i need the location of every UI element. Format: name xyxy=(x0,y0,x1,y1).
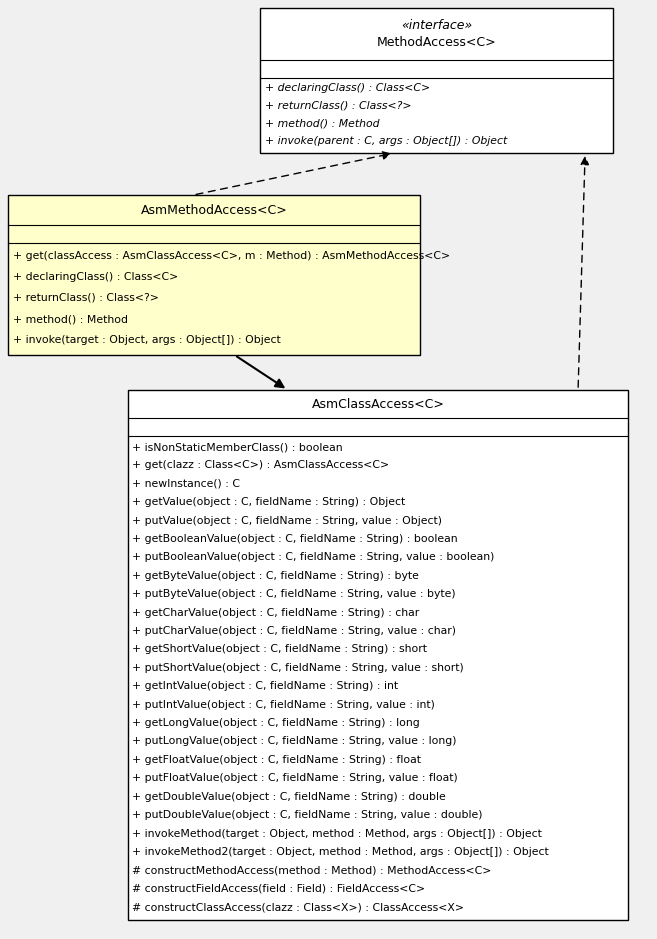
Text: + putShortValue(object : C, fieldName : String, value : short): + putShortValue(object : C, fieldName : … xyxy=(133,663,464,673)
Text: + returnClass() : Class<?>: + returnClass() : Class<?> xyxy=(12,293,158,303)
Text: + getDoubleValue(object : C, fieldName : String) : double: + getDoubleValue(object : C, fieldName :… xyxy=(133,792,446,802)
Text: + getFloatValue(object : C, fieldName : String) : float: + getFloatValue(object : C, fieldName : … xyxy=(133,755,422,765)
Text: + getLongValue(object : C, fieldName : String) : long: + getLongValue(object : C, fieldName : S… xyxy=(133,718,420,728)
Text: AsmMethodAccess<C>: AsmMethodAccess<C> xyxy=(141,204,287,217)
Text: + isNonStaticMemberClass() : boolean: + isNonStaticMemberClass() : boolean xyxy=(133,442,343,452)
Text: + declaringClass() : Class<C>: + declaringClass() : Class<C> xyxy=(265,84,430,94)
Text: + getCharValue(object : C, fieldName : String) : char: + getCharValue(object : C, fieldName : S… xyxy=(133,608,420,618)
Text: + invoke(target : Object, args : Object[]) : Object: + invoke(target : Object, args : Object[… xyxy=(12,335,281,346)
Text: + putDoubleValue(object : C, fieldName : String, value : double): + putDoubleValue(object : C, fieldName :… xyxy=(133,810,483,820)
Text: # constructFieldAccess(field : Field) : FieldAccess<C>: # constructFieldAccess(field : Field) : … xyxy=(133,884,426,894)
Text: + invoke(parent : C, args : Object[]) : Object: + invoke(parent : C, args : Object[]) : … xyxy=(265,136,507,146)
Bar xyxy=(127,390,628,920)
Text: «interface»: «interface» xyxy=(401,19,472,32)
Text: + putCharValue(object : C, fieldName : String, value : char): + putCharValue(object : C, fieldName : S… xyxy=(133,626,457,636)
Text: # constructClassAccess(clazz : Class<X>) : ClassAccess<X>: # constructClassAccess(clazz : Class<X>)… xyxy=(133,902,464,912)
Text: + getByteValue(object : C, fieldName : String) : byte: + getByteValue(object : C, fieldName : S… xyxy=(133,571,419,581)
Text: + getValue(object : C, fieldName : String) : Object: + getValue(object : C, fieldName : Strin… xyxy=(133,498,406,507)
Text: + putFloatValue(object : C, fieldName : String, value : float): + putFloatValue(object : C, fieldName : … xyxy=(133,774,458,783)
Text: + get(clazz : Class<C>) : AsmClassAccess<C>: + get(clazz : Class<C>) : AsmClassAccess… xyxy=(133,460,390,470)
Text: + invokeMethod(target : Object, method : Method, args : Object[]) : Object: + invokeMethod(target : Object, method :… xyxy=(133,828,543,839)
Text: + method() : Method: + method() : Method xyxy=(265,118,380,129)
Text: + putValue(object : C, fieldName : String, value : Object): + putValue(object : C, fieldName : Strin… xyxy=(133,516,443,526)
Bar xyxy=(260,8,614,153)
Text: AsmClassAccess<C>: AsmClassAccess<C> xyxy=(311,397,444,410)
Text: + method() : Method: + method() : Method xyxy=(12,314,127,324)
Text: + declaringClass() : Class<C>: + declaringClass() : Class<C> xyxy=(12,271,178,282)
Text: + invokeMethod2(target : Object, method : Method, args : Object[]) : Object: + invokeMethod2(target : Object, method … xyxy=(133,847,549,857)
Text: + putIntValue(object : C, fieldName : String, value : int): + putIntValue(object : C, fieldName : St… xyxy=(133,700,436,710)
Text: + get(classAccess : AsmClassAccess<C>, m : Method) : AsmMethodAccess<C>: + get(classAccess : AsmClassAccess<C>, m… xyxy=(12,251,450,261)
Text: # constructMethodAccess(method : Method) : MethodAccess<C>: # constructMethodAccess(method : Method)… xyxy=(133,866,492,875)
Bar xyxy=(8,195,420,355)
Text: + getBooleanValue(object : C, fieldName : String) : boolean: + getBooleanValue(object : C, fieldName … xyxy=(133,534,458,544)
Text: + getIntValue(object : C, fieldName : String) : int: + getIntValue(object : C, fieldName : St… xyxy=(133,682,399,691)
Text: + putLongValue(object : C, fieldName : String, value : long): + putLongValue(object : C, fieldName : S… xyxy=(133,736,457,747)
Text: + putByteValue(object : C, fieldName : String, value : byte): + putByteValue(object : C, fieldName : S… xyxy=(133,590,456,599)
Text: + putBooleanValue(object : C, fieldName : String, value : boolean): + putBooleanValue(object : C, fieldName … xyxy=(133,552,495,562)
Text: + returnClass() : Class<?>: + returnClass() : Class<?> xyxy=(265,100,411,111)
Text: MethodAccess<C>: MethodAccess<C> xyxy=(377,37,497,49)
Text: + getShortValue(object : C, fieldName : String) : short: + getShortValue(object : C, fieldName : … xyxy=(133,644,428,654)
Text: + newInstance() : C: + newInstance() : C xyxy=(133,479,240,489)
